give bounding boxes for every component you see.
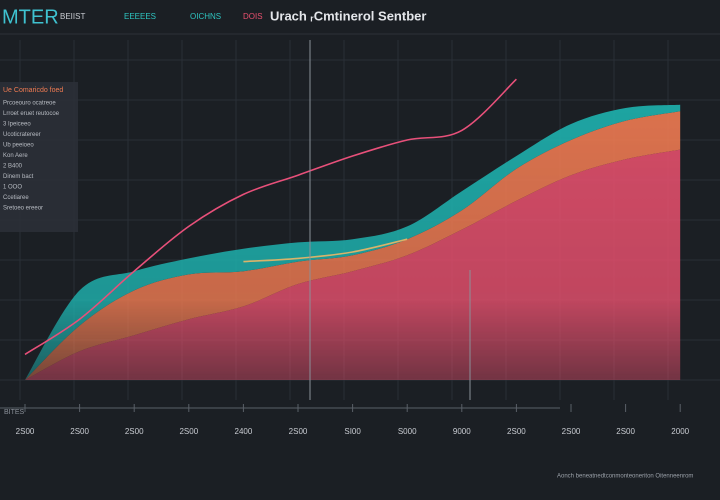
x-tick-label: 2S00 — [70, 427, 89, 436]
panel-line: Dinem bact — [3, 174, 34, 180]
area — [25, 149, 681, 380]
x-tick-label: SI00 — [344, 427, 361, 436]
area — [25, 104, 681, 381]
x-tick-label: 2S00 — [562, 427, 581, 436]
x-tick-label: 2S00 — [16, 427, 35, 436]
x-tick-label: S000 — [398, 427, 417, 436]
panel-line: Ucoticratereer — [3, 132, 41, 138]
panel-line: Lrroet eruet reutocoe — [3, 111, 60, 117]
x-axis-label: BITES — [4, 409, 25, 416]
panel-line: Ccetiaree — [3, 195, 29, 201]
x-tick-label: 2S00 — [289, 427, 308, 436]
tab: OICHNS — [190, 12, 221, 21]
area — [25, 111, 681, 380]
x-tick-label: 2S00 — [616, 427, 635, 436]
panel-line: Prcoeouro ocatreoe — [3, 101, 56, 107]
x-tick-label: 2000 — [671, 427, 689, 436]
panel-line: 2 B400 — [3, 164, 23, 170]
tab: DOIS — [243, 12, 263, 21]
panel-line: 3 Ipeiceeo — [3, 122, 31, 128]
footnote: Aonch beneatnedtconmonteoneriton Oitenne… — [557, 474, 693, 480]
brand: MTER — [2, 6, 59, 28]
x-tick-label: 2S00 — [507, 427, 526, 436]
plot — [24, 78, 681, 381]
panel-text: Ue Comaricdo foed Prcoeouro ocatreoe Lrroe… — [3, 87, 63, 212]
info-panel — [0, 82, 78, 232]
line — [24, 78, 517, 356]
x-tick-label: 2400 — [235, 427, 253, 436]
x-tick-label: 2S00 — [125, 427, 144, 436]
panel-line: Sretoeo ereeor — [3, 206, 43, 212]
tab: EEEEES — [124, 12, 156, 21]
panel-heading: Ue Comaricdo foed — [3, 87, 63, 94]
areas — [25, 104, 681, 381]
line — [243, 238, 408, 263]
tabs: BEIIST EEEEES OICHNS DOIS — [60, 12, 263, 21]
panel-line: Kon Aere — [3, 153, 28, 159]
chart-title: Urach ᵣCmtinerol Sentber — [270, 8, 426, 23]
panel-line: 1 OOO — [3, 185, 22, 191]
panel-line: Ub peeioeo — [3, 143, 34, 149]
x-tick-label: 9000 — [453, 427, 471, 436]
x-tick-label: 2S00 — [179, 427, 198, 436]
tab: BEIIST — [60, 12, 85, 21]
